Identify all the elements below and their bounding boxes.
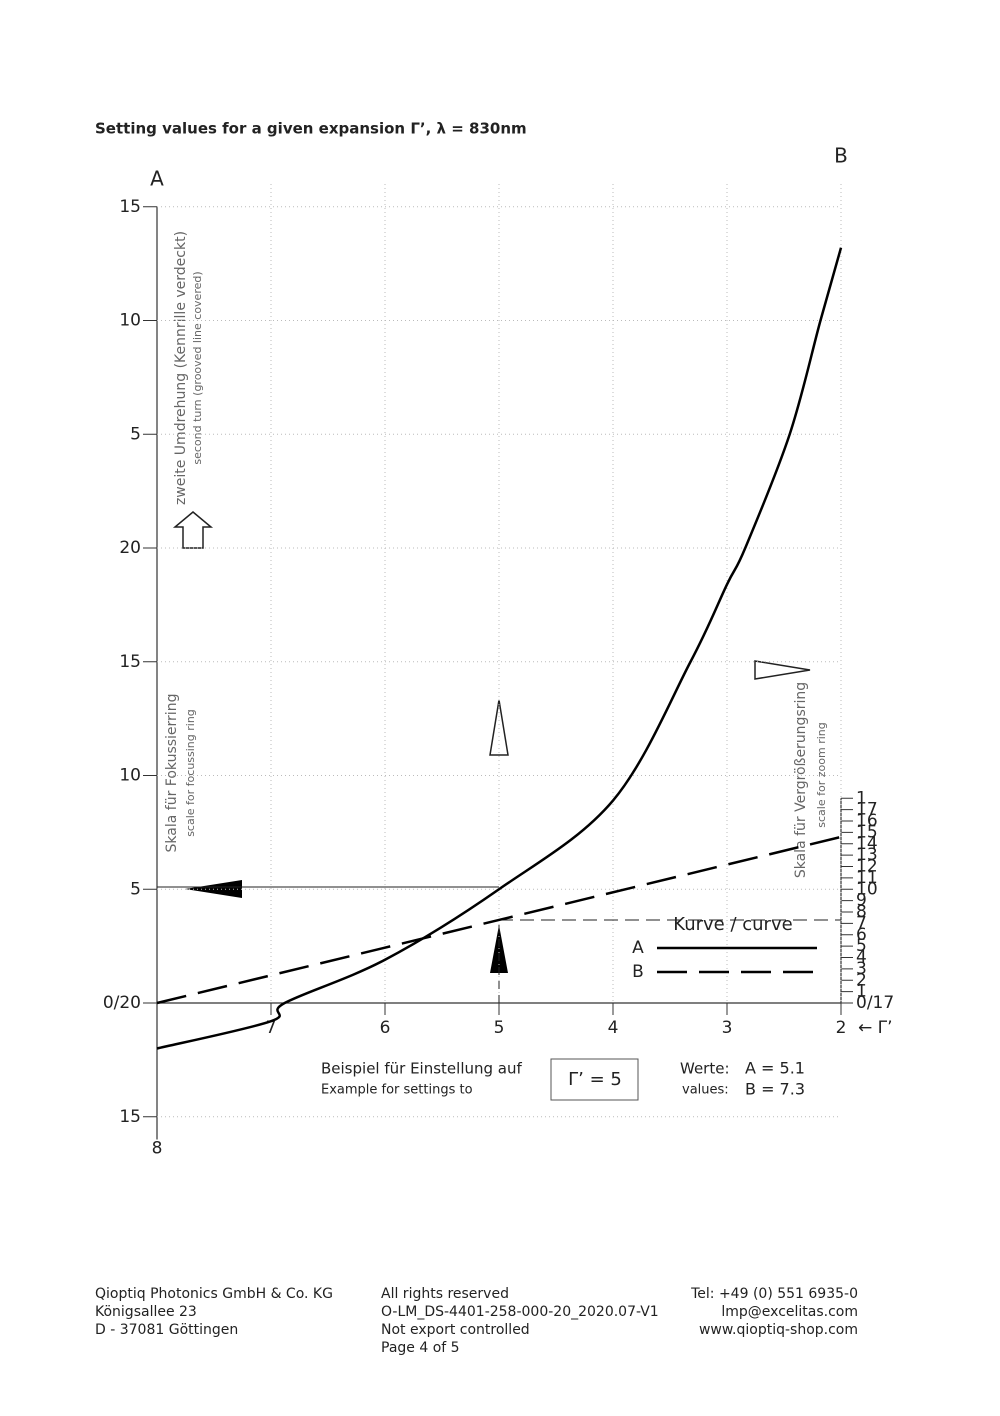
y-tick-label: 20 bbox=[119, 538, 141, 558]
example-setting: Γ’ = 5 bbox=[568, 1069, 622, 1090]
y2-tick-label: 4 bbox=[856, 948, 867, 968]
y2-tick-label: 6 bbox=[856, 925, 867, 945]
annotation: second turn (grooved line covered) bbox=[191, 271, 204, 464]
example-value: B = 7.3 bbox=[745, 1080, 805, 1099]
example-title: Beispiel für Einstellung auf bbox=[321, 1060, 522, 1078]
example-values: Werte: bbox=[680, 1060, 730, 1078]
annotation: zweite Umdrehung (Kennrille verdeckt) bbox=[173, 231, 189, 505]
x-tick-label: 8 bbox=[152, 1139, 163, 1159]
y2-axis-label: B bbox=[834, 144, 848, 168]
y2-tick-label: 0/17 bbox=[856, 993, 894, 1013]
y2-tick-label: 2 bbox=[856, 970, 867, 990]
footer-line: lmp@excelitas.com bbox=[721, 1304, 858, 1320]
y-tick-label: 15 bbox=[119, 652, 141, 672]
x-axis-label: ← Γ’ bbox=[858, 1018, 893, 1038]
annotation: Skala für Vergrößerungsring bbox=[793, 682, 809, 878]
legend-label: B bbox=[632, 962, 644, 982]
y2-tick-label: 8 bbox=[856, 902, 867, 922]
y2-tick-label: 9 bbox=[856, 891, 867, 911]
arrow bbox=[172, 511, 214, 549]
example-title: Example for settings to bbox=[321, 1083, 473, 1098]
y2-tick-label: 1 bbox=[856, 982, 867, 1002]
y-tick-label: 5 bbox=[130, 879, 141, 899]
y2-tick-label: 15 bbox=[856, 822, 878, 842]
x-tick-label: 5 bbox=[494, 1018, 505, 1038]
title: Setting values for a given expansion Γ’,… bbox=[95, 120, 527, 138]
footer-line: All rights reserved bbox=[381, 1286, 509, 1302]
curve bbox=[156, 835, 842, 1005]
footer-line: Tel: +49 (0) 551 6935-0 bbox=[690, 1286, 858, 1302]
arrow bbox=[754, 660, 811, 680]
y-tick-label: 15 bbox=[119, 197, 141, 217]
x-tick-label: 6 bbox=[380, 1018, 391, 1038]
footer-line: Qioptiq Photonics GmbH & Co. KG bbox=[95, 1286, 333, 1302]
y2-tick-label: 7 bbox=[856, 913, 867, 933]
footer-line: D - 37081 Göttingen bbox=[95, 1322, 238, 1338]
y-tick-label: 0/20 bbox=[103, 993, 141, 1013]
x-tick-label: 7 bbox=[266, 1018, 277, 1038]
footer-line: O-LM_DS-4401-258-000-20_2020.07-V1 bbox=[381, 1304, 659, 1320]
y2-tick-label: 11 bbox=[856, 868, 878, 888]
footer: Qioptiq Photonics GmbH & Co. KG Königsall… bbox=[95, 1286, 858, 1356]
y-tick-label: 10 bbox=[119, 766, 141, 786]
legend-title: Kurve / curve bbox=[673, 914, 792, 935]
x-tick-label: 3 bbox=[722, 1018, 733, 1038]
x-tick-label: 4 bbox=[608, 1018, 619, 1038]
y2-tick-label: 12 bbox=[856, 857, 878, 877]
y-tick-label: 10 bbox=[119, 311, 141, 331]
x-tick-label: 2 bbox=[836, 1018, 847, 1038]
annotation: Skala für Fokussierring bbox=[164, 694, 180, 853]
y2-tick-label: 13 bbox=[856, 845, 878, 865]
y-tick-label: 15 bbox=[119, 1107, 141, 1127]
y2-tick-label: 14 bbox=[856, 834, 878, 854]
y2-tick-label: 17 bbox=[856, 800, 878, 820]
footer-line: Königsallee 23 bbox=[95, 1304, 197, 1320]
y2-tick-label: 3 bbox=[856, 959, 867, 979]
legend-label: A bbox=[632, 938, 644, 958]
annotation: scale for focussing ring bbox=[184, 709, 197, 837]
example-values: values: bbox=[682, 1083, 729, 1098]
footer-line: www.qioptiq-shop.com bbox=[699, 1322, 858, 1338]
example-value: A = 5.1 bbox=[745, 1059, 805, 1078]
y-axis-label: A bbox=[150, 167, 164, 191]
example-box bbox=[550, 1058, 639, 1101]
y2-tick-label: 5 bbox=[856, 936, 867, 956]
y-tick-label: 5 bbox=[130, 424, 141, 444]
footer-line: Page 4 of 5 bbox=[381, 1340, 460, 1356]
curve bbox=[156, 247, 843, 1050]
arrow bbox=[489, 699, 509, 756]
y2-tick-label: 16 bbox=[856, 811, 878, 831]
y2-tick-label: 10 bbox=[856, 879, 878, 899]
footer-line: Not export controlled bbox=[381, 1322, 530, 1338]
y2-tick-label: 1 bbox=[856, 788, 867, 808]
